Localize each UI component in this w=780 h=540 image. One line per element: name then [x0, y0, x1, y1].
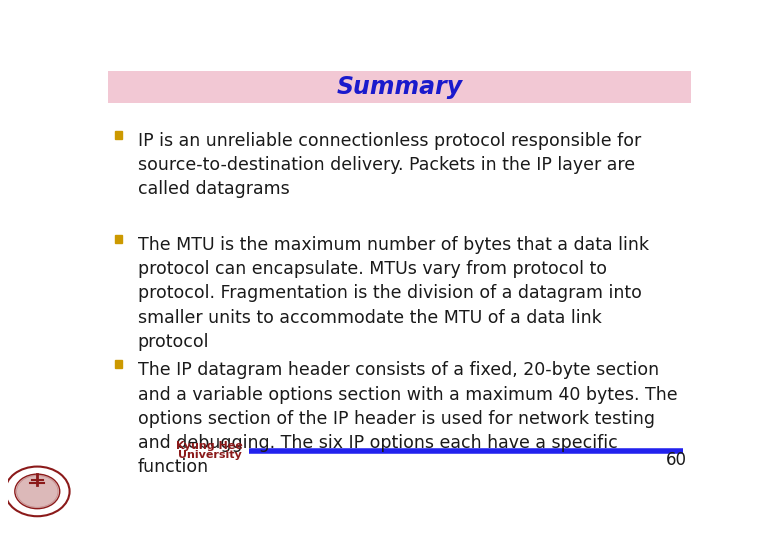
Bar — [115, 235, 122, 242]
Text: The MTU is the maximum number of bytes that a data link
protocol can encapsulate: The MTU is the maximum number of bytes t… — [138, 236, 649, 351]
Text: The IP datagram header consists of a fixed, 20-byte section
and a variable optio: The IP datagram header consists of a fix… — [138, 361, 677, 476]
Bar — [115, 131, 122, 139]
Text: IP is an unreliable connectionless protocol responsible for
source-to-destinatio: IP is an unreliable connectionless proto… — [138, 132, 641, 198]
Bar — [115, 361, 122, 368]
Bar — [108, 71, 691, 103]
Text: 60: 60 — [665, 451, 686, 469]
Circle shape — [16, 475, 58, 508]
Text: Summary: Summary — [337, 75, 463, 99]
Text: Kyung Hee: Kyung Hee — [176, 441, 243, 450]
Text: University: University — [178, 450, 242, 460]
